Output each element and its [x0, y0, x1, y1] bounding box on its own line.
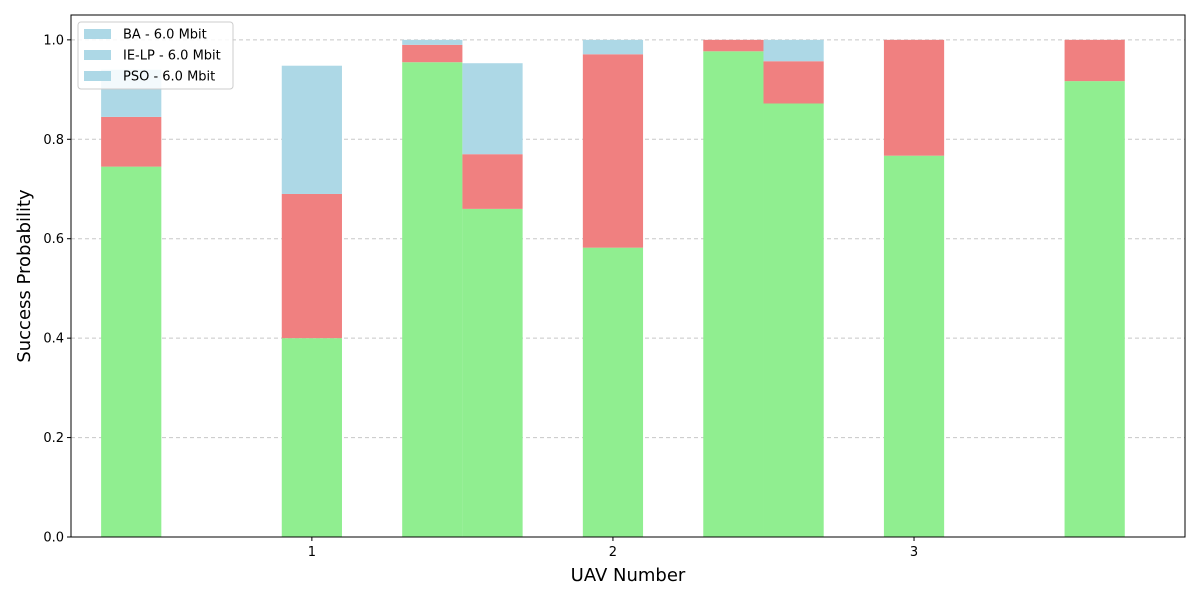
- bar-segment-bottom: [1064, 81, 1125, 538]
- y-tick-label: 0.4: [43, 332, 64, 347]
- y-tick-label: 1.0: [43, 33, 64, 48]
- bar-segment-middle: [462, 154, 523, 209]
- x-tick-label: 1: [308, 545, 316, 560]
- bar-segment-bottom: [101, 166, 162, 537]
- bar-segment-middle: [582, 54, 644, 248]
- bar-segment-bottom: [462, 208, 523, 537]
- bar-segment-middle: [101, 116, 162, 167]
- bar-segment-middle: [1064, 39, 1125, 82]
- bar-segment-bottom: [763, 103, 824, 538]
- bar-segment-middle: [763, 61, 824, 104]
- bar-segment-top: [281, 65, 342, 194]
- legend-label: BA - 6.0 Mbit: [123, 28, 207, 43]
- bar-segment-top: [582, 39, 644, 55]
- bars: [101, 39, 1125, 538]
- x-tick-label: 3: [910, 545, 918, 560]
- bar-segment-middle: [402, 44, 463, 63]
- bar-segment-middle: [703, 39, 764, 52]
- legend-box: [77, 21, 234, 90]
- bar-segment-bottom: [402, 62, 463, 537]
- bar-segment-top: [763, 39, 824, 62]
- legend: BA - 6.0 Mbit IE-LP - 6.0 Mbit PSO - 6.0 M…: [77, 21, 234, 90]
- y-tick-label: 0.2: [43, 431, 64, 446]
- bar-segment-middle: [883, 39, 945, 156]
- bar-segment-top: [402, 39, 463, 45]
- y-axis-ticks: 0.0 0.2 0.4 0.6 0.8 1.0: [43, 33, 71, 546]
- bar-segment-bottom: [281, 338, 342, 537]
- x-axis-ticks: 1 2 3: [308, 537, 918, 560]
- legend-label: PSO - 6.0 Mbit: [123, 70, 215, 85]
- x-tick-label: 2: [609, 545, 617, 560]
- x-axis-label: UAV Number: [571, 565, 686, 586]
- legend-swatch: [84, 50, 111, 60]
- legend-swatch: [84, 29, 111, 39]
- bar-segment-bottom: [883, 155, 945, 538]
- bar-segment-bottom: [703, 51, 764, 537]
- bar-segment-middle: [281, 193, 342, 339]
- y-tick-label: 0.6: [43, 232, 64, 247]
- bar-segment-top: [462, 63, 523, 155]
- y-tick-label: 0.0: [43, 531, 64, 546]
- bar-segment-bottom: [582, 247, 644, 538]
- legend-label: IE-LP - 6.0 Mbit: [123, 49, 221, 64]
- y-axis-label: Success Probability: [14, 189, 35, 363]
- legend-swatch: [84, 71, 111, 81]
- y-tick-label: 0.8: [43, 133, 64, 148]
- plot-frame: [70, 14, 1186, 538]
